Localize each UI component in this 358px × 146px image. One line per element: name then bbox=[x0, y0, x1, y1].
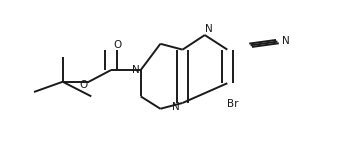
Text: N: N bbox=[282, 36, 290, 46]
Text: O: O bbox=[113, 40, 122, 50]
Text: O: O bbox=[79, 80, 87, 90]
Text: N: N bbox=[205, 24, 213, 34]
Text: N: N bbox=[171, 102, 179, 112]
Text: N: N bbox=[132, 65, 140, 75]
Text: Br: Br bbox=[227, 99, 238, 109]
